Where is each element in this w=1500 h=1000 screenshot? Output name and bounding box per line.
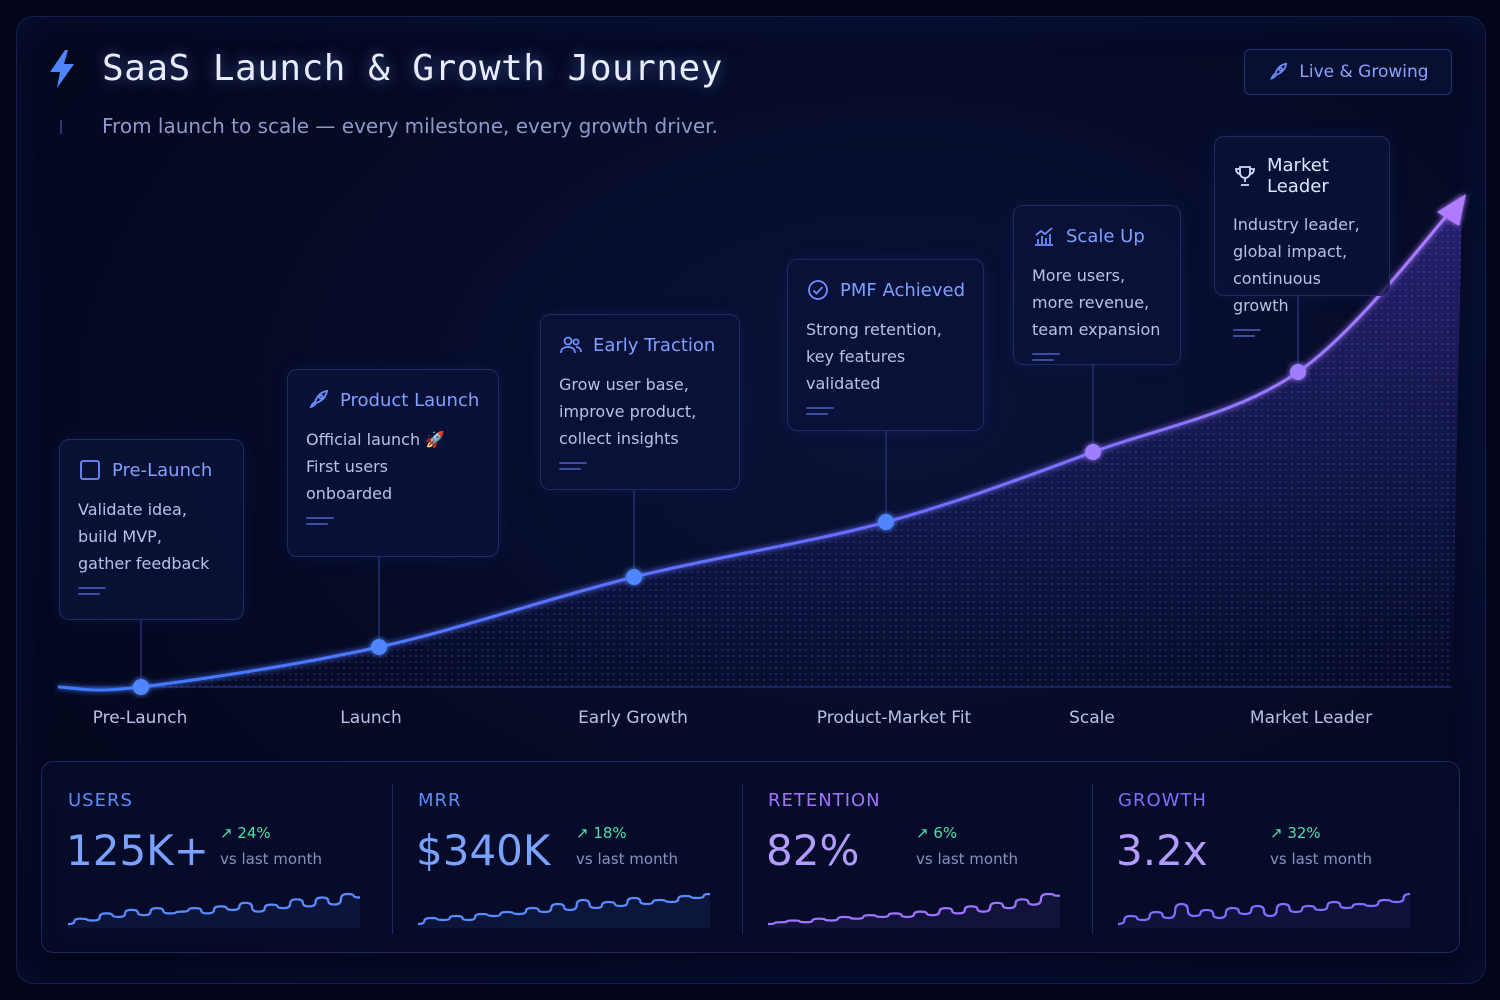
sparkline-line [418, 892, 710, 926]
metric-comparison: vs last month [576, 850, 678, 868]
header: SaaS Launch & Growth Journey [46, 48, 723, 89]
milestone-title: Market Leader [1267, 155, 1329, 197]
check-circle-icon [808, 280, 828, 300]
metric-sparkline [418, 892, 710, 928]
divider [60, 120, 62, 134]
page-title: SaaS Launch & Growth Journey [102, 48, 723, 89]
milestone-card-header: Scale Up [1032, 224, 1164, 248]
card-divider-lines [78, 587, 227, 595]
milestone-title: Product Launch [340, 389, 480, 411]
sparkline-line [68, 892, 360, 926]
milestone-description: Validate idea, build MVP, gather feedbac… [78, 500, 210, 573]
milestone-card[interactable]: Market Leader Industry leader, global imp… [1214, 136, 1390, 337]
metric-label: USERS [68, 790, 133, 811]
rocket-icon [1270, 62, 1288, 80]
users-icon [560, 336, 582, 354]
milestone-point[interactable] [371, 639, 387, 655]
rocket-icon [309, 389, 329, 409]
metric-value: 82% [766, 826, 860, 875]
milestone-card-header: Pre-Launch [78, 458, 227, 482]
metric-delta: ↗ 18% [576, 824, 627, 842]
x-axis-tick-label: Market Leader [1249, 708, 1373, 728]
metric-sparkline [68, 892, 360, 928]
x-axis-tick-label: Early Growth [578, 708, 688, 728]
metric-comparison: vs last month [1270, 850, 1372, 868]
metric-sparkline [1118, 892, 1410, 928]
metric-comparison: vs last month [916, 850, 1018, 868]
milestone-description: Strong retention, key features validated [806, 320, 942, 393]
card-divider-lines [1233, 329, 1373, 337]
milestone-point[interactable] [626, 569, 642, 585]
milestone-card[interactable]: Scale Up More users, more revenue, team e… [1013, 205, 1181, 365]
metric-delta: ↗ 32% [1270, 824, 1321, 842]
metric-value: 125K+ [66, 826, 209, 875]
sparkline-line [1118, 892, 1410, 926]
milestone-card[interactable]: Pre-Launch Validate idea, build MVP, gath… [59, 439, 244, 620]
milestone-title: Scale Up [1066, 225, 1145, 247]
milestone-title: Early Traction [593, 334, 716, 356]
sparkline-area [768, 894, 1060, 928]
bar-chart-icon [1035, 227, 1053, 246]
metric-divider [742, 784, 743, 934]
square-icon [80, 460, 100, 480]
metrics-panel: USERS 125K+ ↗ 24% vs last month MRR $340K ↗ 18… [41, 761, 1460, 953]
metric-sparkline [768, 892, 1060, 928]
sparkline-area [418, 894, 710, 928]
metric-card: MRR $340K ↗ 18% vs last month [392, 762, 742, 952]
lightning-icon [50, 49, 74, 88]
x-axis-tick-label: Scale [1069, 708, 1115, 728]
metric-delta: ↗ 6% [916, 824, 958, 842]
metric-card: RETENTION 82% ↗ 6% vs last month [742, 762, 1092, 952]
milestone-description: More users, more revenue, team expansion [1032, 266, 1161, 339]
growth-area-dots [58, 198, 1462, 690]
milestone-card[interactable]: PMF Achieved Strong retention, key featur… [787, 259, 984, 431]
milestone-card-header: PMF Achieved [806, 278, 967, 302]
page-subtitle: From launch to scale — every milestone, … [102, 114, 718, 138]
milestone-card[interactable]: Product Launch Official launch 🚀 First us… [287, 369, 499, 557]
card-divider-lines [806, 407, 967, 415]
metric-label: GROWTH [1118, 790, 1207, 811]
live-status-button[interactable]: Live & Growing [1244, 49, 1452, 95]
metric-divider [1092, 784, 1093, 934]
trophy-icon [1235, 166, 1255, 186]
milestone-card-header: Early Traction [559, 333, 723, 357]
card-divider-lines [559, 462, 723, 470]
metric-value: $340K [416, 826, 551, 875]
x-axis-tick-label: Launch [340, 708, 402, 728]
milestone-card-header: Market Leader [1233, 155, 1373, 197]
metric-card: USERS 125K+ ↗ 24% vs last month [42, 762, 392, 952]
milestone-description: Industry leader, global impact, continuo… [1233, 215, 1360, 315]
milestone-card-header: Product Launch [306, 388, 482, 412]
metric-label: RETENTION [768, 790, 881, 811]
metric-divider [392, 784, 393, 934]
live-status-label: Live & Growing [1299, 62, 1429, 82]
metric-delta: ↗ 24% [220, 824, 271, 842]
card-divider-lines [306, 517, 482, 525]
metric-label: MRR [418, 790, 462, 811]
metric-comparison: vs last month [220, 850, 322, 868]
card-divider-lines [1032, 353, 1164, 361]
milestone-title: PMF Achieved [840, 279, 965, 301]
milestone-description: Official launch 🚀 First users onboarded [306, 430, 446, 503]
milestone-point[interactable] [878, 514, 894, 530]
growth-line [57, 196, 1464, 692]
milestone-point[interactable] [133, 679, 149, 695]
milestone-description: Grow user base, improve product, collect… [559, 375, 697, 448]
x-axis-tick-label: Product-Market Fit [816, 708, 972, 728]
growth-chart [57, 194, 1466, 695]
x-axis-tick-label: Pre-Launch [92, 708, 188, 728]
milestone-point[interactable] [1290, 364, 1306, 380]
milestone-card[interactable]: Early Traction Grow user base, improve pr… [540, 314, 740, 490]
metric-value: 3.2x [1116, 826, 1208, 875]
milestone-point[interactable] [1085, 444, 1101, 460]
sparkline-line [768, 892, 1060, 926]
arrow-head-icon [1437, 194, 1466, 226]
metric-card: GROWTH 3.2x ↗ 32% vs last month [1092, 762, 1442, 952]
milestone-title: Pre-Launch [112, 459, 213, 481]
